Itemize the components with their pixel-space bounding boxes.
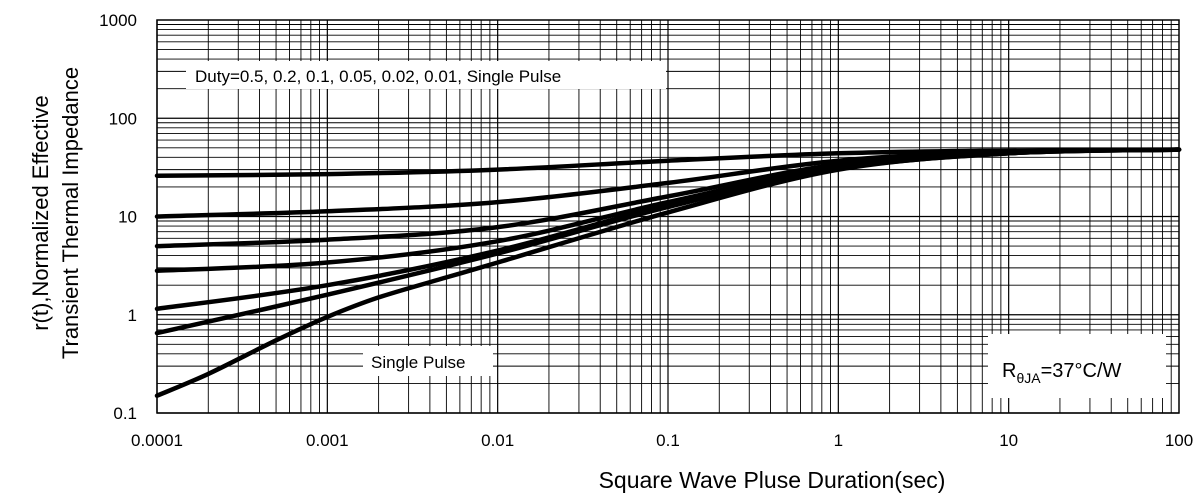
x-tick-label: 10 (999, 431, 1018, 450)
single-pulse-label: Single Pulse (371, 353, 466, 372)
impedance-curves (154, 147, 1182, 398)
y-axis-title-line2: Transient Thermal Impedance (58, 67, 83, 359)
x-tick-label: 100 (1165, 431, 1193, 450)
y-axis-title-line1: r(t),Normalized Effective (28, 95, 53, 331)
x-tick-label: 0.1 (656, 431, 680, 450)
y-tick-label: 100 (109, 109, 137, 128)
y-tick-label: 10 (118, 208, 137, 227)
duty-label-box (186, 61, 666, 89)
x-tick-label: 1 (834, 431, 843, 450)
plot-frame (156, 19, 1180, 414)
curve-series-7 (154, 147, 1182, 398)
x-axis-title: Square Wave Pluse Duration(sec) (599, 467, 946, 493)
y-tick-label: 0.1 (113, 404, 137, 423)
y-tick-label: 1 (128, 306, 137, 325)
tick-labels: 0.0001 0.001 0.01 0.1 1 10 100 0.1 1 10 100 1000 (99, 11, 1193, 450)
rtheta-label: RθJA=37°C/W (1002, 360, 1122, 386)
rtheta-box (988, 334, 1166, 398)
x-tick-label: 0.001 (306, 431, 349, 450)
x-tick-label: 0.0001 (131, 431, 183, 450)
x-tick-label: 0.01 (481, 431, 514, 450)
y-tick-label: 1000 (99, 11, 137, 30)
single-pulse-label-box (363, 346, 493, 376)
duty-label: Duty=0.5, 0.2, 0.1, 0.05, 0.02, 0.01, Si… (195, 67, 561, 86)
